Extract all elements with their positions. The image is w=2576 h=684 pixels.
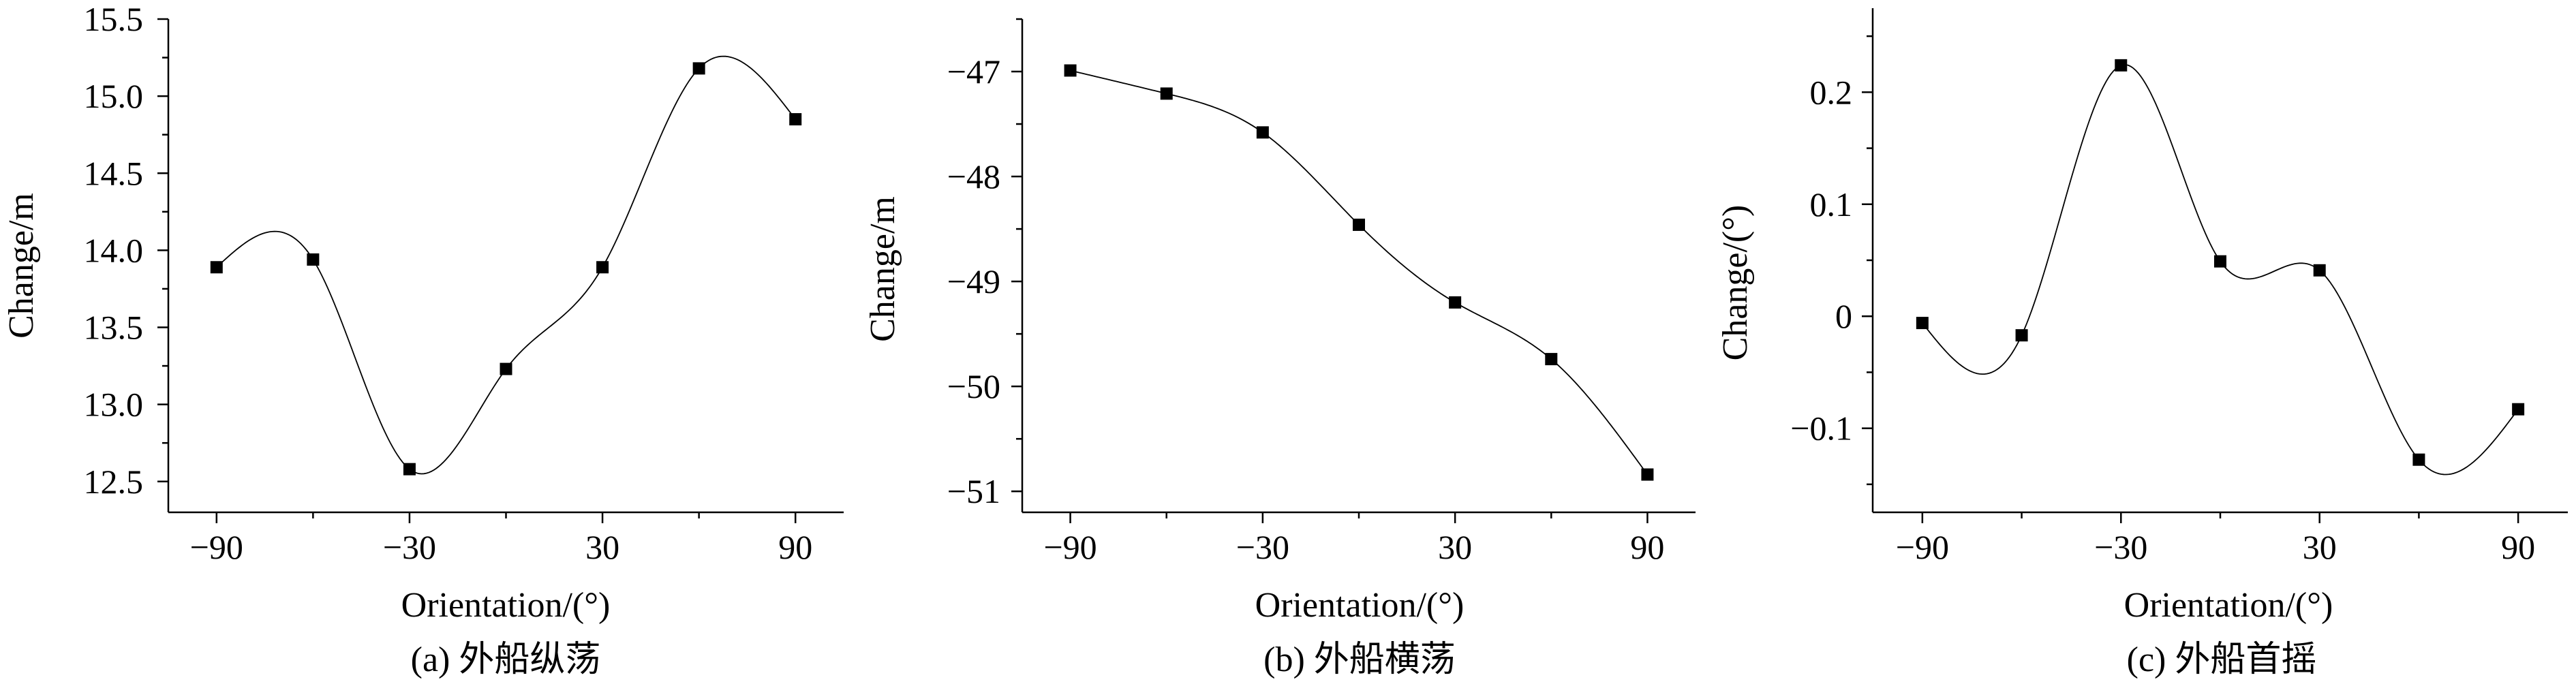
series-line	[1070, 69, 1649, 476]
data-point	[692, 62, 705, 75]
x-tick-label: 90	[2501, 528, 2535, 566]
data-point	[307, 253, 320, 266]
y-tick-label: −0.1	[1790, 409, 1852, 448]
x-tick-label: −90	[1896, 528, 1949, 566]
panel-c: −90 −30 30 90 −0.1 0 0.1 0.2 Orientation/(°) Chan…	[1716, 8, 2568, 679]
panel-a: −90 −30 30 90 12.5 13.0 13.5 14.0 14.5 15.0 15.5 Or…	[2, 0, 844, 679]
data-point	[2313, 264, 2326, 277]
y-tick-label: −48	[947, 157, 1000, 196]
x-tick-label: 30	[2303, 528, 2337, 566]
panel-caption: (a) 外船纵荡	[411, 640, 601, 679]
panel-caption: (c) 外船首摇	[2127, 640, 2317, 679]
y-tick-label: 13.5	[84, 309, 144, 347]
x-tick-label: −30	[383, 528, 436, 566]
data-point	[500, 362, 512, 375]
y-axis-label: Change/(°)	[1716, 205, 1755, 361]
data-point	[1160, 87, 1173, 100]
series-line	[1922, 64, 2519, 476]
y-tick-label: 0.2	[1810, 73, 1853, 111]
y-tick-label: −49	[947, 262, 1000, 300]
x-tick-label: 90	[778, 528, 812, 566]
data-point	[403, 463, 416, 476]
y-axis-label: Change/m	[863, 196, 902, 342]
x-axis-label: Orientation/(°)	[1255, 586, 1465, 625]
y-tick-label: 15.5	[84, 0, 144, 38]
data-point	[210, 261, 223, 274]
x-tick-label: 30	[1438, 528, 1472, 566]
x-axis-label: Orientation/(°)	[2124, 586, 2333, 625]
x-tick-label: −30	[1236, 528, 1289, 566]
x-tick-label: 90	[1630, 528, 1664, 566]
data-point	[1064, 64, 1077, 77]
x-tick-label: 30	[585, 528, 619, 566]
data-point	[1916, 317, 1929, 330]
panel-caption: (b) 外船横荡	[1263, 640, 1456, 679]
y-tick-label: 14.0	[84, 231, 144, 269]
y-tick-label: 15.0	[84, 77, 144, 115]
data-point	[1545, 353, 1558, 366]
series-line	[216, 55, 796, 475]
data-point	[1256, 126, 1269, 139]
data-point	[1449, 296, 1462, 309]
x-tick-label: −90	[1043, 528, 1097, 566]
panel-b: −90 −30 30 90 −51 −50 −49 −48 −47 Orientation/(°)…	[863, 18, 1696, 679]
y-tick-label: 12.5	[84, 463, 144, 501]
x-tick-label: −30	[2094, 528, 2147, 566]
data-point	[1353, 218, 1365, 231]
y-tick-label: 0.1	[1810, 185, 1853, 223]
y-tick-label: 13.0	[84, 386, 144, 424]
data-point	[1641, 468, 1654, 481]
data-point	[789, 113, 802, 126]
data-point	[2214, 255, 2226, 268]
x-axis-label: Orientation/(°)	[401, 586, 611, 625]
y-tick-label: 14.5	[84, 154, 144, 192]
y-tick-label: 0	[1835, 297, 1852, 335]
data-point	[2512, 403, 2525, 416]
data-point	[2115, 59, 2128, 72]
data-point	[596, 261, 609, 274]
y-axis-label: Change/m	[2, 193, 41, 339]
data-point	[2412, 453, 2425, 466]
x-tick-label: −90	[190, 528, 243, 566]
y-tick-label: −51	[947, 472, 1000, 510]
y-tick-label: −50	[947, 367, 1000, 405]
data-point	[2015, 329, 2028, 342]
y-tick-label: −47	[947, 52, 1000, 91]
